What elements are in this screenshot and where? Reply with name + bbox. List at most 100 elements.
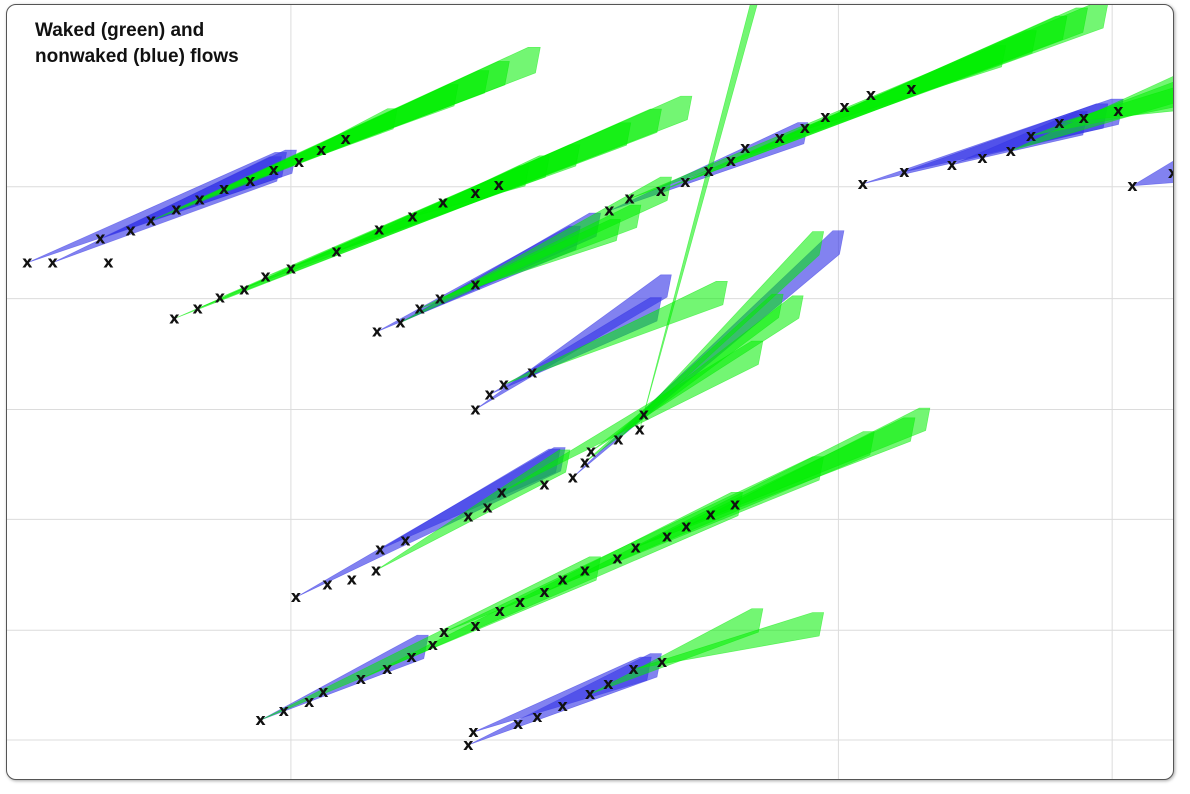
flow-marker: x (539, 474, 550, 493)
flow-marker: x (395, 313, 406, 332)
flow-marker: x (245, 171, 256, 190)
flow-marker: x (726, 151, 737, 170)
flow-marker: x (580, 560, 591, 579)
flow-marker: x (239, 280, 250, 299)
chart-title-line-2: nonwaked (blue) flows (35, 45, 239, 67)
flow-marker: x (463, 506, 474, 525)
flow-marker: x (126, 221, 137, 240)
flow-marker: x (347, 569, 358, 588)
flow-marker: x (372, 322, 383, 341)
flow-marker: x (374, 220, 385, 239)
flow-marker: x (435, 289, 446, 308)
flow-marker: x (580, 452, 591, 471)
flow-marker: x (215, 288, 226, 307)
flow-marker: x (316, 140, 327, 159)
flow-marker: x (539, 582, 550, 601)
waked-flow-wedge (260, 556, 601, 721)
nonwaked-flow-wedge (473, 656, 652, 733)
flow-marker: x (513, 714, 524, 733)
flow-marker: x (639, 404, 650, 423)
flow-marker: x (470, 183, 481, 202)
waked-flow-wedge (639, 5, 758, 430)
flow-marker: x (494, 175, 505, 194)
flow-marker: x (532, 707, 543, 726)
flow-marker: x (428, 635, 439, 654)
waked-flow-wedge (589, 608, 764, 695)
flow-marker: x (484, 384, 495, 403)
flow-marker: x (286, 259, 297, 278)
flow-marker: x (169, 309, 180, 328)
flow-marker: x (1168, 163, 1173, 182)
flow-marker: x (499, 375, 510, 394)
flow-marker: x (628, 659, 639, 678)
flow-marker: x (103, 253, 114, 272)
flow-marker: x (680, 172, 691, 191)
flow-marker: x (400, 530, 411, 549)
waked-flow-wedge (618, 231, 825, 440)
waked-flow-wedge (686, 407, 931, 527)
flow-marker: x (858, 174, 869, 193)
flow-marker: x (1026, 126, 1037, 145)
flow-marker: x (603, 674, 614, 693)
flow-marker: x (438, 193, 449, 212)
flow-marker: x (331, 242, 342, 261)
flow-marker: x (585, 684, 596, 703)
waked-flow-wedge (412, 165, 530, 217)
chart-title: Waked (green) and nonwaked (blue) flows (35, 18, 355, 69)
flow-marker: x (800, 118, 811, 137)
flow-marker: x (906, 79, 917, 98)
flow-marker: x (194, 190, 205, 209)
flow-marker: x (557, 569, 568, 588)
flow-marker: x (470, 616, 481, 635)
flow-marker: x (318, 682, 329, 701)
flow-marker: x (495, 601, 506, 620)
waked-flow-wedge (375, 449, 571, 571)
flow-marker: x (294, 152, 305, 171)
flow-marker: x (375, 539, 386, 558)
flow-marker: x (820, 107, 831, 126)
flow-marker: x (1079, 108, 1090, 127)
flow-marker: x (291, 587, 302, 606)
flow-marker: x (705, 504, 716, 523)
chart-title-line-1: Waked (green) and (35, 20, 205, 41)
nonwaked-flow-wedge (260, 634, 429, 721)
flow-marker: x (515, 592, 526, 611)
flow-marker: x (406, 647, 417, 666)
flow-marker: x (371, 560, 382, 579)
flow-marker: x (340, 129, 351, 148)
flow-marker: x (146, 211, 157, 230)
flow-marker: x (356, 669, 367, 688)
flow-marker: x (557, 696, 568, 715)
flow-marker: x (382, 659, 393, 678)
flow-marker: x (468, 722, 479, 741)
waked-flow-wedge (779, 45, 1007, 139)
flow-marker: x (656, 181, 667, 200)
flow-marker: x (899, 162, 910, 181)
flow-marker: x (774, 128, 785, 147)
flow-marker: x (95, 229, 106, 248)
waked-flows (150, 5, 1173, 721)
flow-marker: x (624, 189, 635, 208)
flow-marker: x (604, 201, 615, 220)
flow-marker: x (866, 85, 877, 104)
flow-marker: x (470, 275, 481, 294)
flow-marker: x (635, 419, 646, 438)
flow-marker: x (839, 97, 850, 116)
flow-marker: x (22, 253, 33, 272)
flow-marker: x (497, 482, 508, 501)
flow-marker: x (260, 267, 271, 286)
flow-marker: x (612, 548, 623, 567)
flow-marker: x (740, 138, 751, 157)
flow-marker: x (527, 363, 538, 382)
flow-marker: x (630, 537, 641, 556)
flow-marker: x (407, 207, 418, 226)
flow-marker: x (279, 701, 290, 720)
flow-marker: x (171, 200, 182, 219)
flow-marker: x (192, 299, 203, 318)
nonwaked-flow-wedge (100, 149, 297, 239)
nonwaked-flow-wedge (951, 111, 1088, 166)
flow-marker: x (463, 735, 474, 754)
